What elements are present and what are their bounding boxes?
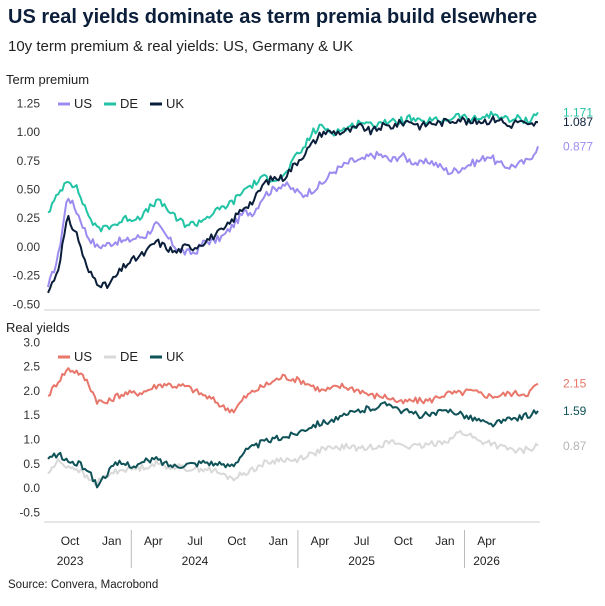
x-tick-label: Oct	[227, 534, 246, 548]
y-tick-label: -0.5	[19, 505, 40, 519]
y-tick-label: -0.25	[13, 269, 41, 283]
x-tick-label: Jan	[435, 534, 454, 548]
x-year-label: 2025	[348, 554, 375, 568]
legend-label: US	[74, 96, 92, 111]
end-value-label: 0.87	[563, 439, 587, 453]
x-tick-label: Apr	[477, 534, 496, 548]
legend-label: UK	[166, 349, 184, 364]
end-value-label: 1.171	[563, 106, 593, 120]
end-value-label: 1.59	[563, 404, 587, 418]
series-line-us	[47, 367, 539, 414]
x-year-label: 2024	[182, 554, 209, 568]
x-tick-label: Jan	[269, 534, 288, 548]
chart-subtitle: 10y term premium & real yields: US, Germ…	[8, 38, 354, 55]
y-tick-label: 1.5	[23, 408, 40, 422]
chart-title: US real yields dominate as term premia b…	[8, 6, 538, 28]
end-value-label: 2.15	[563, 377, 587, 391]
y-tick-label: 3.0	[23, 335, 40, 349]
y-tick-label: 1.25	[17, 96, 41, 110]
y-tick-label: -0.50	[13, 297, 41, 311]
y-tick-label: 0.75	[17, 154, 41, 168]
legend-label: DE	[120, 349, 138, 364]
y-tick-label: 0.50	[17, 183, 41, 197]
legend-label: DE	[120, 96, 138, 111]
x-tick-label: Jul	[187, 534, 202, 548]
x-year-label: 2023	[57, 554, 84, 568]
legend-label: UK	[166, 96, 184, 111]
series-line-de	[47, 429, 539, 487]
x-year-label: 2026	[473, 554, 500, 568]
x-tick-label: Oct	[61, 534, 80, 548]
x-tick-label: Apr	[311, 534, 330, 548]
y-tick-label: 0.0	[23, 481, 40, 495]
x-tick-label: Jul	[354, 534, 369, 548]
panel-label: Term premium	[6, 72, 89, 87]
legend-label: US	[74, 349, 92, 364]
y-tick-label: 1.0	[23, 432, 40, 446]
source-note: Source: Convera, Macrobond	[8, 579, 159, 591]
y-tick-label: 1.00	[17, 125, 41, 139]
series-line-us	[47, 145, 539, 288]
y-tick-label: 2.5	[23, 360, 40, 374]
series-line-uk	[47, 115, 539, 294]
y-tick-label: 0.5	[23, 457, 40, 471]
panel-label: Real yields	[6, 320, 70, 335]
series-line-uk	[47, 401, 539, 489]
x-tick-label: Oct	[394, 534, 413, 548]
end-value-label: 1.087	[563, 115, 593, 129]
end-value-label: 0.877	[563, 139, 593, 153]
y-tick-label: 0.25	[17, 211, 41, 225]
y-tick-label: 0.00	[17, 240, 41, 254]
series-line-de	[47, 110, 539, 233]
x-tick-label: Apr	[144, 534, 163, 548]
x-tick-label: Jan	[102, 534, 121, 548]
y-tick-label: 2.0	[23, 384, 40, 398]
